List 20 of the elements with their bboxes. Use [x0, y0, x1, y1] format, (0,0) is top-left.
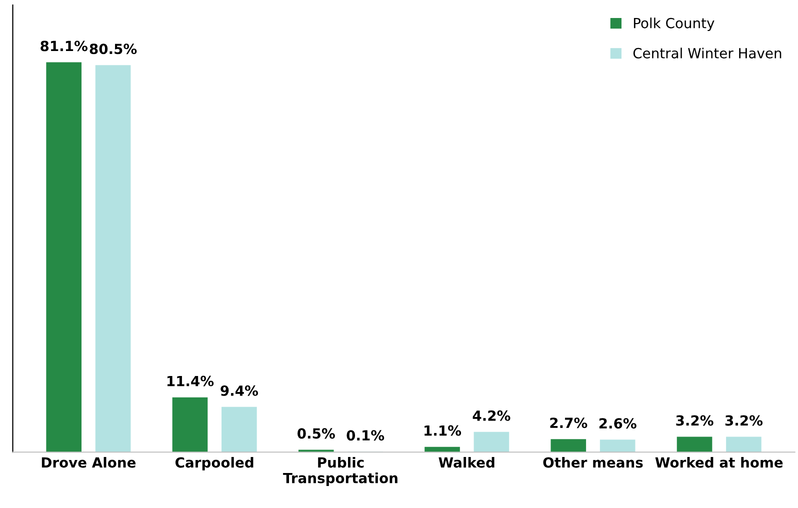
- data-label: 80.5%: [90, 44, 137, 54]
- data-label: 0.1%: [346, 430, 384, 441]
- data-label: 1.1%: [424, 425, 462, 436]
- data-label: 11.4%: [167, 376, 214, 386]
- data-label: 4.2%: [472, 410, 510, 421]
- x-tick-label: Worked at home: [655, 456, 783, 468]
- x-tick-label: Carpooled: [175, 456, 254, 470]
- data-label: 2.7%: [550, 418, 588, 428]
- x-tick-label: Walked: [438, 456, 494, 468]
- x-tick-label: Other means: [543, 456, 643, 468]
- x-tick-label: Public Transportation: [283, 456, 398, 486]
- data-label: 3.2%: [676, 415, 714, 426]
- data-label: 2.6%: [599, 418, 636, 429]
- x-tick-label: Drove Alone: [42, 456, 136, 468]
- data-label: 3.2%: [725, 415, 763, 426]
- data-label: 0.5%: [298, 428, 335, 439]
- data-label: 81.1%: [40, 40, 88, 52]
- legend-label: Polk County: [634, 18, 714, 32]
- legend-label: Central Winter Haven: [633, 48, 782, 58]
- data-label: 9.4%: [220, 385, 258, 396]
